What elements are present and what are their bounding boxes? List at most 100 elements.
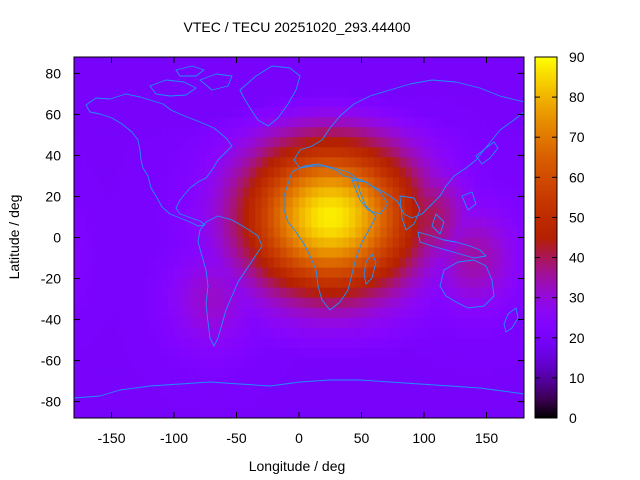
heatmap-cell (292, 167, 300, 178)
heatmap-cell (455, 207, 463, 219)
heatmap-cell (224, 247, 231, 259)
heatmap-cell (136, 387, 144, 399)
heatmap-cell (342, 57, 350, 68)
colorbar-tick-label: 90 (569, 49, 585, 65)
heatmap-cell (136, 97, 144, 108)
heatmap-cell (161, 67, 169, 78)
heatmap-cell (417, 367, 425, 379)
heatmap-cell (224, 187, 231, 198)
heatmap-cell (436, 327, 444, 339)
heatmap-cell (230, 407, 238, 418)
heatmap-cell (236, 297, 244, 309)
heatmap-cell (261, 67, 269, 78)
heatmap-cell (355, 387, 363, 399)
heatmap-cell (374, 137, 381, 148)
heatmap-cell (517, 57, 524, 68)
heatmap-cell (349, 367, 356, 379)
heatmap-cell (411, 97, 419, 108)
heatmap-cell (192, 87, 200, 98)
heatmap-cell (430, 357, 438, 369)
heatmap-cell (474, 307, 481, 319)
heatmap-cell (261, 137, 269, 148)
heatmap-cell (92, 227, 100, 239)
heatmap-cell (336, 67, 344, 78)
heatmap-cell (286, 157, 294, 168)
heatmap-cell (155, 227, 163, 239)
heatmap-cell (199, 207, 206, 219)
heatmap-cell (174, 257, 181, 269)
heatmap-cell (174, 347, 181, 359)
heatmap-cell (411, 307, 419, 319)
heatmap-cell (155, 387, 163, 399)
heatmap-cell (392, 307, 400, 319)
heatmap-cell (249, 407, 256, 418)
heatmap-cell (305, 227, 313, 239)
heatmap-cell (367, 327, 375, 339)
heatmap-cell (486, 107, 494, 118)
heatmap-cell (361, 297, 369, 309)
heatmap-cell (317, 327, 325, 339)
heatmap-cell (405, 147, 413, 158)
heatmap-cell (124, 137, 131, 148)
heatmap-cell (236, 217, 244, 229)
heatmap-cell (255, 137, 263, 148)
heatmap-cell (392, 227, 400, 239)
heatmap-cell (149, 207, 156, 219)
heatmap-cell (367, 407, 375, 418)
heatmap-cell (399, 387, 406, 399)
heatmap-cell (374, 107, 381, 118)
heatmap-cell (192, 217, 200, 229)
heatmap-cell (74, 357, 81, 369)
heatmap-cell (305, 77, 313, 88)
heatmap-cell (149, 327, 156, 339)
heatmap-cell (342, 337, 350, 349)
heatmap-cell (461, 217, 469, 229)
heatmap-cell (167, 197, 175, 209)
heatmap-cell (474, 387, 481, 399)
heatmap-cell (224, 157, 231, 168)
heatmap-cell (292, 137, 300, 148)
heatmap-cell (436, 147, 444, 158)
heatmap-cell (74, 347, 81, 359)
heatmap-cell (355, 297, 363, 309)
heatmap-cell (449, 117, 456, 128)
heatmap-cell (367, 387, 375, 399)
heatmap-cell (80, 317, 88, 329)
heatmap-cell (142, 397, 150, 409)
heatmap-cell (455, 157, 463, 168)
heatmap-cell (280, 387, 288, 399)
heatmap-cell (136, 397, 144, 409)
heatmap-cell (217, 337, 225, 349)
heatmap-cell (505, 377, 513, 389)
heatmap-cell (449, 347, 456, 359)
heatmap-cell (411, 317, 419, 329)
heatmap-cell (386, 377, 394, 389)
heatmap-cell (336, 317, 344, 329)
heatmap-cell (205, 57, 213, 68)
heatmap-cell (499, 117, 506, 128)
heatmap-cell (249, 287, 256, 299)
heatmap-cell (261, 177, 269, 188)
heatmap-cell (311, 67, 319, 78)
heatmap-cell (124, 67, 131, 78)
heatmap-cell (130, 297, 138, 309)
heatmap-cell (261, 97, 269, 108)
heatmap-cell (105, 87, 113, 98)
heatmap-cell (311, 397, 319, 409)
heatmap-cell (411, 117, 419, 128)
heatmap-cell (255, 127, 263, 138)
heatmap-cell (317, 167, 325, 178)
heatmap-cell (92, 207, 100, 219)
heatmap-cell (474, 137, 481, 148)
heatmap-cell (305, 307, 313, 319)
heatmap-cell (336, 207, 344, 219)
heatmap-cell (417, 267, 425, 279)
heatmap-cell (511, 237, 519, 249)
heatmap-cell (480, 387, 488, 399)
heatmap-cell (455, 137, 463, 148)
heatmap-cell (386, 227, 394, 239)
heatmap-cell (305, 87, 313, 98)
heatmap-cell (180, 267, 188, 279)
heatmap-cell (292, 357, 300, 369)
heatmap-cell (92, 297, 100, 309)
